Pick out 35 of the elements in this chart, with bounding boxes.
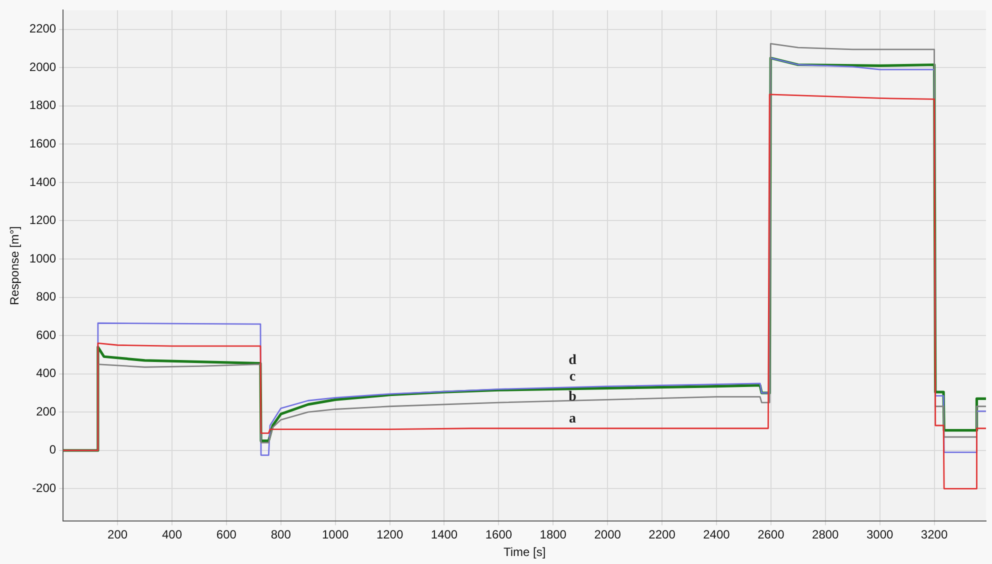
y-tick-label: 1000 [29, 251, 56, 266]
x-tick-label: 800 [270, 528, 292, 542]
x-tick-label: 1600 [485, 528, 512, 542]
x-tick-label: 2400 [703, 528, 730, 542]
y-tick-label: -200 [32, 480, 56, 495]
x-tick-label: 3000 [866, 528, 894, 542]
x-axis-title: Time [s] [503, 545, 546, 560]
annotation: d [568, 352, 577, 368]
x-tick-label: 200 [108, 528, 128, 542]
y-tick-label: 0 [49, 442, 56, 457]
annotation: b [568, 390, 577, 405]
x-tick-label: 2000 [594, 528, 622, 542]
x-tick-label: 1400 [430, 528, 458, 542]
y-tick-label: 800 [36, 290, 56, 304]
y-tick-label: 600 [36, 328, 56, 342]
y-tick-label: 400 [36, 366, 56, 380]
x-tick-label: 2200 [648, 528, 676, 542]
x-tick-label: 1200 [376, 528, 404, 542]
y-axis-title: Response [m°] [8, 226, 22, 306]
y-tick-label: 2000 [29, 60, 56, 74]
y-tick-label: 1400 [29, 174, 56, 189]
annotation: c [569, 370, 576, 385]
annotation: a [569, 412, 576, 427]
x-tick-label: 1000 [322, 528, 350, 542]
x-tick-label: 400 [162, 528, 182, 542]
x-tick-label: 3200 [920, 528, 948, 542]
y-tick-label: 1200 [29, 213, 56, 228]
x-tick-label: 2800 [812, 528, 840, 542]
x-tick-label: 1800 [540, 528, 567, 542]
y-tick-label: 1600 [29, 136, 56, 150]
x-tick-label: 600 [216, 528, 237, 542]
x-tick-label: 2600 [758, 528, 785, 542]
y-tick-label: 1800 [29, 98, 56, 112]
y-tick-label: 200 [36, 404, 56, 418]
y-tick-label: 2200 [29, 22, 56, 36]
